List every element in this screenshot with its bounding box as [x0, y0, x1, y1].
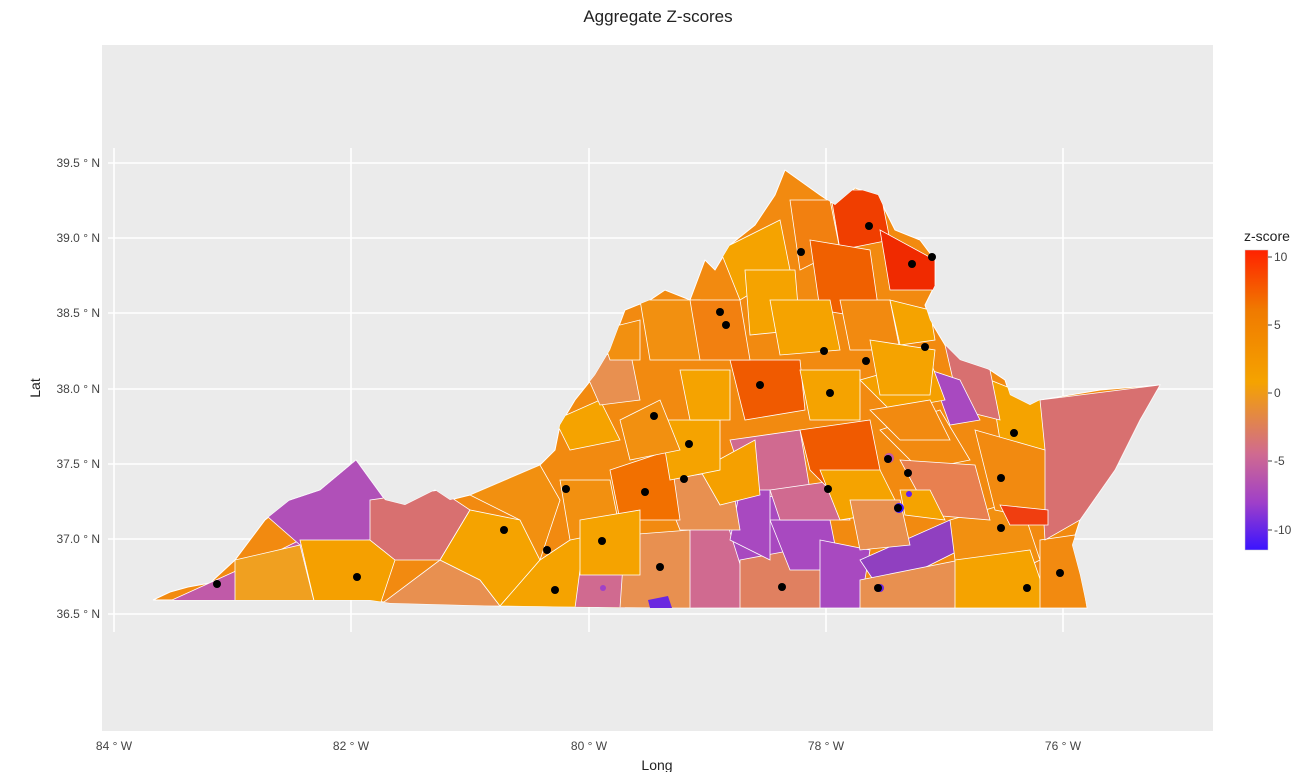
x-tick-label: 82 ° W: [333, 739, 370, 753]
colorbar-tick: 10: [1274, 250, 1288, 264]
y-tick-label: 37.5 ° N: [57, 457, 101, 471]
y-tick-label: 39.0 ° N: [57, 231, 101, 245]
x-tick-label: 76 ° W: [1045, 739, 1082, 753]
colorbar-tick: -5: [1274, 454, 1285, 468]
colorbar-tick: 0: [1274, 386, 1281, 400]
colorbar-title: z-score: [1244, 228, 1290, 244]
colorbar-tick: 5: [1274, 318, 1281, 332]
y-axis-ticks: 39.5 ° N 39.0 ° N 38.5 ° N 38.0 ° N 37.5…: [57, 156, 101, 621]
x-axis-title: Long: [641, 757, 672, 772]
colorbar-gradient: [1244, 249, 1269, 551]
y-tick-label: 37.0 ° N: [57, 532, 101, 546]
colorbar-tick: -10: [1274, 523, 1292, 537]
y-tick-label: 38.5 ° N: [57, 306, 101, 320]
y-axis-title: Lat: [27, 378, 43, 398]
colorbar: z-score 10 5 0 -5 -10: [1244, 228, 1292, 551]
x-tick-label: 78 ° W: [808, 739, 845, 753]
y-tick-label: 38.0 ° N: [57, 382, 101, 396]
state-map: [152, 169, 1161, 609]
y-tick-label: 36.5 ° N: [57, 607, 101, 621]
x-tick-label: 84 ° W: [96, 739, 133, 753]
x-tick-label: 80 ° W: [571, 739, 608, 753]
x-axis-ticks: 84 ° W 82 ° W 80 ° W 78 ° W 76 ° W: [96, 739, 1082, 753]
point-markers: [213, 222, 1064, 594]
chart-title: Aggregate Z-scores: [583, 7, 732, 26]
y-tick-label: 39.5 ° N: [57, 156, 101, 170]
